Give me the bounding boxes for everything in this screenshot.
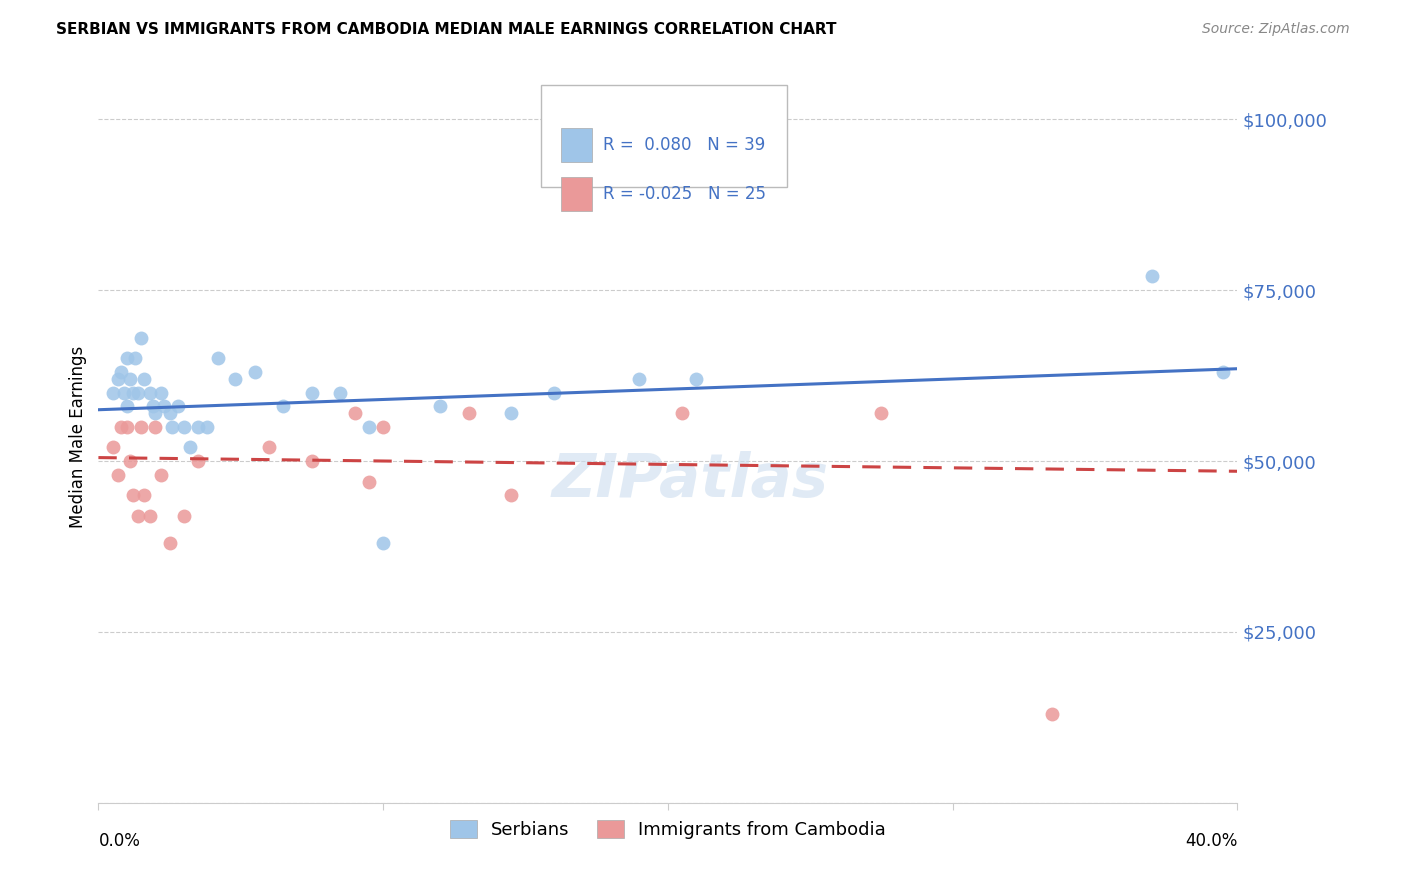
Point	[343, 406, 366, 420]
Point	[153, 400, 176, 414]
Point	[301, 454, 323, 468]
Point	[118, 454, 141, 468]
Point	[129, 420, 152, 434]
Point	[195, 420, 218, 434]
Point	[301, 385, 323, 400]
Y-axis label: Median Male Earnings: Median Male Earnings	[69, 346, 87, 528]
Point	[141, 400, 163, 414]
Point	[101, 440, 124, 454]
Point	[373, 420, 395, 434]
Point	[107, 372, 129, 386]
Point	[107, 467, 129, 482]
Point	[127, 385, 149, 400]
Text: R =  0.080   N = 39: R = 0.080 N = 39	[603, 136, 765, 153]
Point	[187, 454, 209, 468]
Text: 40.0%: 40.0%	[1185, 832, 1237, 850]
Point	[543, 385, 565, 400]
Point	[115, 420, 138, 434]
Point	[329, 385, 352, 400]
Legend: Serbians, Immigrants from Cambodia: Serbians, Immigrants from Cambodia	[443, 813, 893, 847]
Point	[159, 536, 181, 550]
Point	[132, 372, 155, 386]
Point	[101, 385, 124, 400]
Point	[118, 372, 141, 386]
Point	[224, 372, 246, 386]
Point	[1140, 269, 1163, 284]
Point	[138, 385, 160, 400]
Point	[179, 440, 201, 454]
Point	[501, 488, 523, 502]
Point	[273, 400, 295, 414]
Point	[1212, 365, 1234, 379]
Point	[167, 400, 190, 414]
Point	[187, 420, 209, 434]
Point	[138, 508, 160, 523]
Point	[132, 488, 155, 502]
Point	[259, 440, 281, 454]
Point	[121, 385, 143, 400]
Point	[121, 488, 143, 502]
Point	[685, 372, 707, 386]
Point	[145, 420, 167, 434]
Point	[110, 365, 132, 379]
Point	[150, 467, 173, 482]
Point	[115, 351, 138, 366]
Point	[162, 420, 184, 434]
Point	[357, 475, 380, 489]
Point	[1040, 706, 1063, 721]
Point	[115, 400, 138, 414]
Point	[501, 406, 523, 420]
Point	[429, 400, 451, 414]
Point	[127, 508, 149, 523]
Point	[671, 406, 693, 420]
Point	[207, 351, 229, 366]
Point	[159, 406, 181, 420]
Point	[870, 406, 893, 420]
Point	[145, 406, 167, 420]
Point	[150, 385, 173, 400]
Point	[173, 508, 195, 523]
Text: 0.0%: 0.0%	[98, 832, 141, 850]
Point	[124, 351, 146, 366]
Point	[129, 331, 152, 345]
Text: ZIPatlas: ZIPatlas	[553, 451, 830, 510]
Text: SERBIAN VS IMMIGRANTS FROM CAMBODIA MEDIAN MALE EARNINGS CORRELATION CHART: SERBIAN VS IMMIGRANTS FROM CAMBODIA MEDI…	[56, 22, 837, 37]
Point	[373, 536, 395, 550]
Point	[112, 385, 135, 400]
Point	[357, 420, 380, 434]
Point	[243, 365, 266, 379]
Point	[628, 372, 651, 386]
Point	[457, 406, 479, 420]
Point	[110, 420, 132, 434]
Text: Source: ZipAtlas.com: Source: ZipAtlas.com	[1202, 22, 1350, 37]
Point	[173, 420, 195, 434]
Text: R = -0.025   N = 25: R = -0.025 N = 25	[603, 185, 766, 203]
